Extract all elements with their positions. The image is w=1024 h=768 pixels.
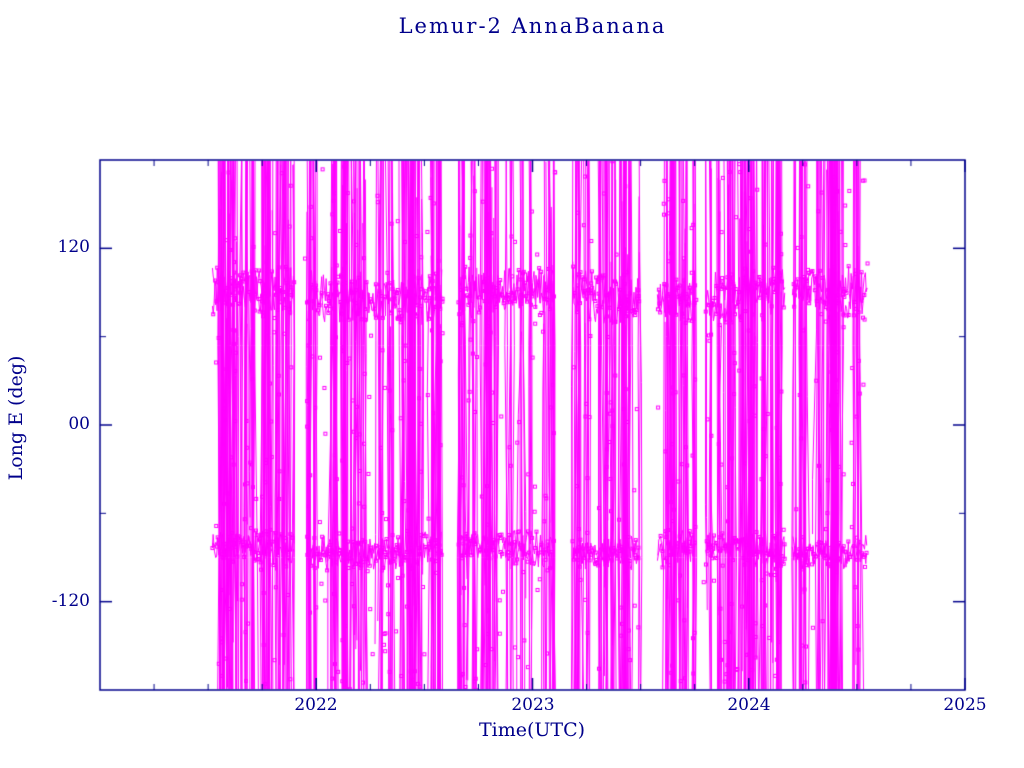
y-tick-label-0: 00 <box>68 414 90 434</box>
y-tick-label-120: 120 <box>57 237 90 257</box>
x-tick-label-2024: 2024 <box>727 695 771 715</box>
x-tick-label-2025: 2025 <box>943 695 987 715</box>
x-tick-label-2022: 2022 <box>294 695 338 715</box>
y-tick-label-neg120: -120 <box>51 591 90 611</box>
x-tick-label-2023: 2023 <box>511 695 555 715</box>
x-axis-label: Time(UTC) <box>478 719 586 741</box>
